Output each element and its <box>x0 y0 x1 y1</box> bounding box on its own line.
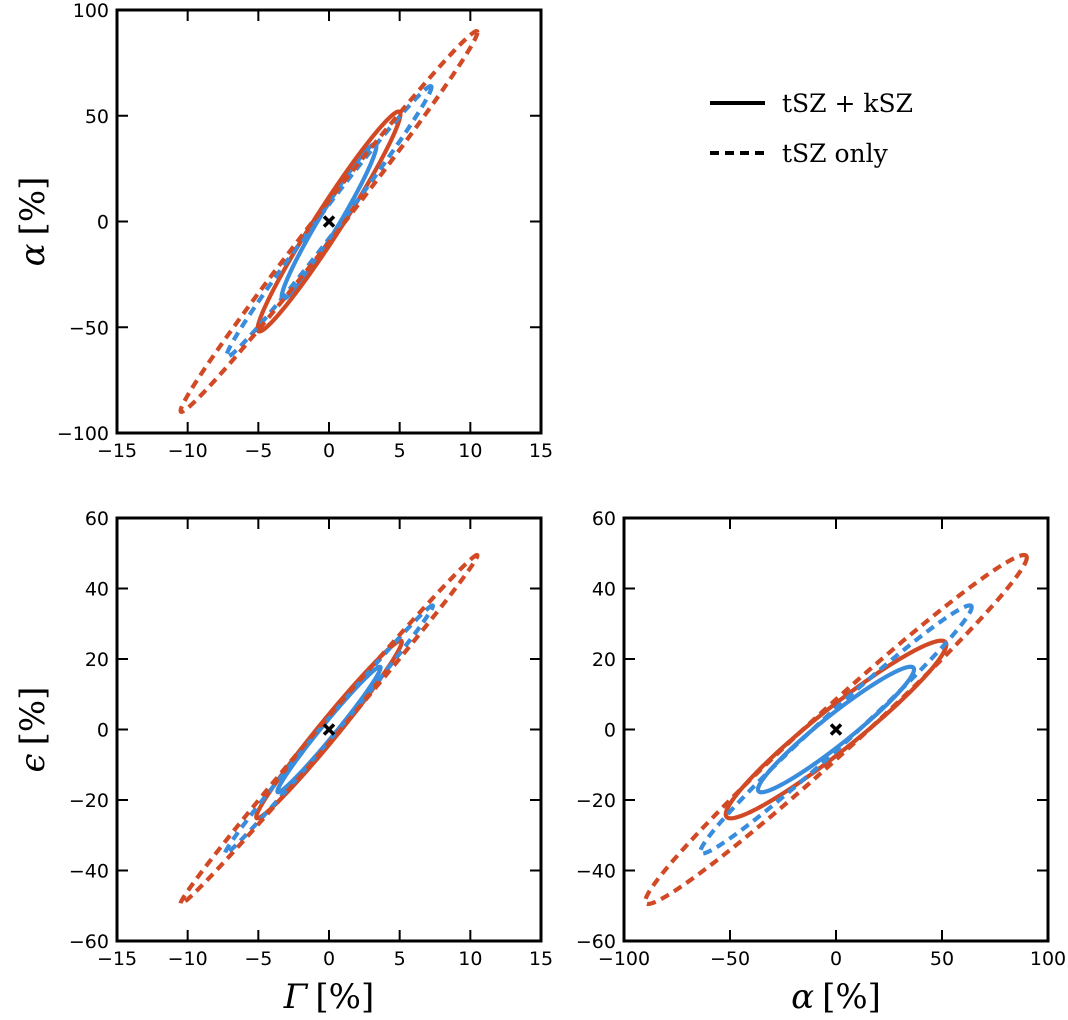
y-tick-label: 40 <box>592 579 616 601</box>
legend: tSZ + kSZ tSZ only <box>710 89 913 168</box>
legend-label: tSZ + kSZ <box>782 89 913 118</box>
y-tick-label: −40 <box>69 861 109 883</box>
x-tick-label: 10 <box>458 440 482 462</box>
y-tick-label: 40 <box>85 579 109 601</box>
x-tick-label: 50 <box>930 948 954 970</box>
x-tick-label: −5 <box>244 440 272 462</box>
center-marker-stroke <box>322 723 336 736</box>
ellipse-inner-dashed <box>224 84 434 359</box>
y-tick-label: 60 <box>85 508 109 530</box>
ellipse-outer-dashed <box>178 552 480 907</box>
y-tick-label: −50 <box>69 317 109 339</box>
x-axis-label-symbol: Γ <box>283 977 309 1017</box>
y-axis-label-unit: [%] <box>13 687 53 746</box>
y-tick-label: 60 <box>592 508 616 530</box>
x-tick-label: 0 <box>830 948 842 970</box>
y-tick-label: 0 <box>97 212 109 234</box>
x-tick-label: −15 <box>97 440 137 462</box>
ellipse-inner-solid <box>755 664 917 795</box>
x-tick-label: −15 <box>97 948 137 970</box>
x-axis-label-symbol: α <box>791 977 814 1017</box>
ellipse-outer-solid <box>723 638 949 821</box>
panel-alpha-epsilon: −100 −50 0 50 100 −60 −40 −20 0 20 40 60 α [%] <box>576 508 1066 1017</box>
center-marker <box>322 215 336 228</box>
x-axis-label: Γ [%] <box>283 977 374 1017</box>
center-marker <box>829 723 843 736</box>
x-tick-label: 15 <box>529 440 553 462</box>
y-tick-label: −60 <box>69 931 109 953</box>
ellipse-inner-dashed <box>223 603 435 856</box>
x-tick-label: −5 <box>244 948 272 970</box>
y-tick-label: −20 <box>69 790 109 812</box>
ellipse-inner-dashed <box>698 603 974 856</box>
y-axis-label-unit: [%] <box>13 177 53 236</box>
y-tick-label: −40 <box>576 861 616 883</box>
x-tick-label: 0 <box>323 440 335 462</box>
x-tick-label: −50 <box>710 948 750 970</box>
x-tick-label: 5 <box>394 948 406 970</box>
x-tick-label: 10 <box>458 948 482 970</box>
y-axis-label-symbol: α <box>13 243 53 266</box>
y-tick-label: 0 <box>604 720 616 742</box>
ellipse-inner-solid <box>275 664 383 795</box>
x-tick-label: −100 <box>598 948 650 970</box>
y-tick-label: 20 <box>85 649 109 671</box>
y-tick-label: 100 <box>73 0 109 22</box>
x-tick-label: 100 <box>1030 948 1066 970</box>
x-axis-label: α [%] <box>791 977 881 1017</box>
y-tick-label: 0 <box>97 720 109 742</box>
center-marker <box>322 723 336 736</box>
x-tick-label: 15 <box>529 948 553 970</box>
x-tick-label: −10 <box>168 948 208 970</box>
y-tick-label: −60 <box>576 931 616 953</box>
y-tick-label: −100 <box>57 423 109 445</box>
y-axis-label: ϵ [%] <box>13 687 53 773</box>
x-tick-label: 0 <box>323 948 335 970</box>
y-tick-label: −20 <box>576 790 616 812</box>
legend-label: tSZ only <box>782 139 889 168</box>
x-tick-label: −10 <box>168 440 208 462</box>
x-tick-label: 5 <box>394 440 406 462</box>
center-marker-stroke <box>829 723 843 736</box>
center-marker-stroke <box>322 215 336 228</box>
y-axis-label: α [%] <box>13 177 53 267</box>
y-tick-label: 20 <box>592 649 616 671</box>
y-axis-label-symbol: ϵ <box>13 753 53 772</box>
ellipse-outer-dashed <box>178 29 480 414</box>
y-tick-label: 50 <box>85 106 109 128</box>
x-axis-label-unit: [%] <box>315 977 374 1017</box>
x-axis-label-unit: [%] <box>822 977 881 1017</box>
